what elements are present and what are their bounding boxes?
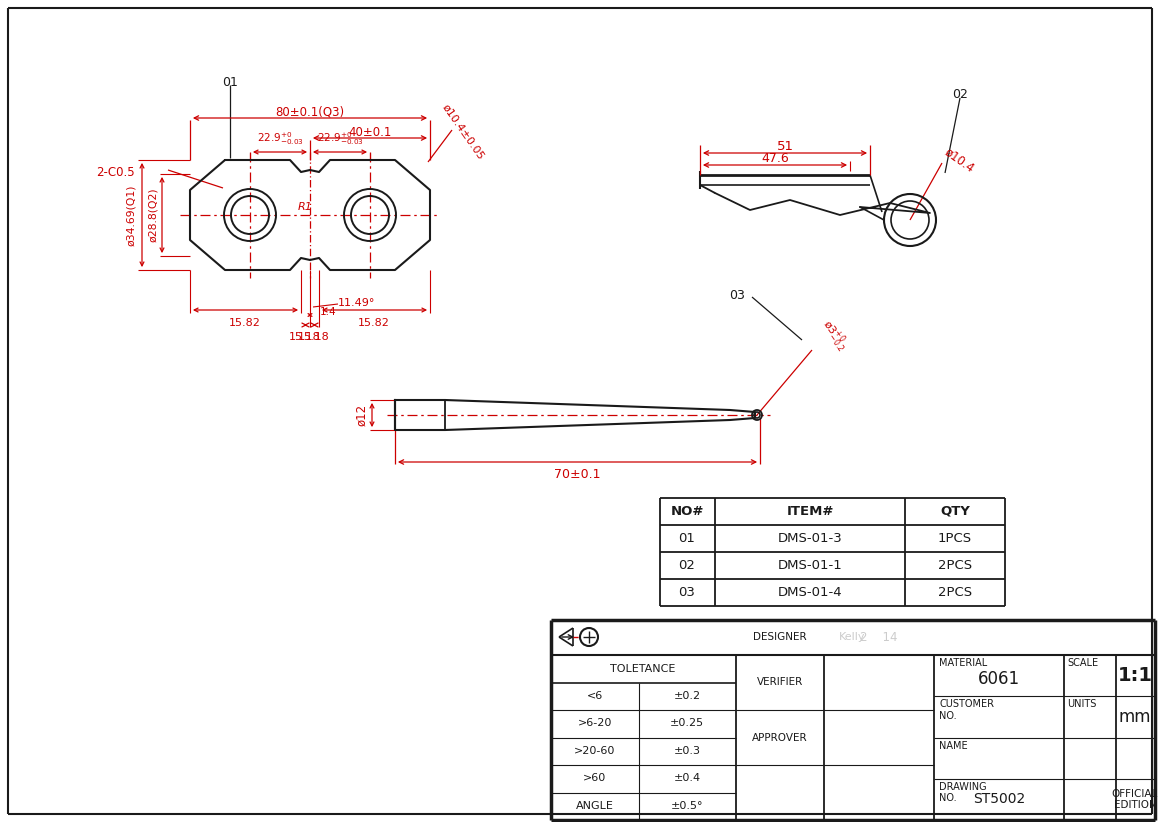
Text: TOLETANCE: TOLETANCE [610,664,675,674]
Text: DRAWING
NO.: DRAWING NO. [938,782,987,803]
Text: SCALE: SCALE [1067,658,1099,668]
Text: 03: 03 [679,585,696,598]
Text: ±0.3: ±0.3 [674,746,701,755]
Text: Kelly: Kelly [839,632,865,642]
Text: ±0.25: ±0.25 [670,718,704,728]
Text: 03: 03 [730,289,745,302]
Text: mm: mm [1118,708,1151,726]
Text: DMS-01-3: DMS-01-3 [777,532,842,544]
Text: 2PCS: 2PCS [938,585,972,598]
Text: >6-20: >6-20 [578,718,612,728]
Text: DESIGNER: DESIGNER [753,632,807,642]
Text: <6: <6 [587,691,603,701]
Text: DMS-01-4: DMS-01-4 [777,585,842,598]
Text: UNITS: UNITS [1067,700,1096,709]
Text: NO#: NO# [670,505,704,518]
Text: 80±0.1(Q3): 80±0.1(Q3) [275,105,345,118]
Text: 01: 01 [222,76,238,89]
Text: 1PCS: 1PCS [938,532,972,544]
Text: ø28.8(Q2): ø28.8(Q2) [148,187,158,242]
Text: 70±0.1: 70±0.1 [553,468,600,481]
Text: ±0.5°: ±0.5° [670,801,703,810]
Text: CUSTOMER
NO.: CUSTOMER NO. [938,700,994,721]
Text: APPROVER: APPROVER [752,732,807,742]
Text: 2-C0.5: 2-C0.5 [96,165,135,178]
Text: 47.6: 47.6 [761,153,789,165]
Text: 6061: 6061 [978,670,1020,688]
Text: ø10.4±0.05: ø10.4±0.05 [440,102,486,162]
Text: ANGLE: ANGLE [577,801,614,810]
Text: ±0.4: ±0.4 [674,774,701,783]
Text: 01: 01 [679,532,696,544]
Text: 15.82: 15.82 [229,318,261,328]
Text: 22.9$^{+0}_{-0.03}$: 22.9$^{+0}_{-0.03}$ [256,130,304,147]
Text: 2PCS: 2PCS [938,558,972,571]
Text: 2    14: 2 14 [861,630,898,644]
Text: ST5002: ST5002 [973,792,1025,806]
Text: ITEM#: ITEM# [786,505,834,518]
Text: R1: R1 [298,202,312,212]
Text: 02: 02 [679,558,696,571]
Text: MATERIAL: MATERIAL [938,658,987,668]
Text: DMS-01-1: DMS-01-1 [777,558,842,571]
Text: >60: >60 [583,774,607,783]
Text: 15.82: 15.82 [358,318,390,328]
Text: >20-60: >20-60 [574,746,616,755]
Text: 51: 51 [776,141,793,154]
Text: QTY: QTY [940,505,970,518]
Text: VERIFIER: VERIFIER [756,677,803,687]
Text: ø10.4: ø10.4 [942,145,977,175]
Text: 22.9$^{+0}_{-0.03}$: 22.9$^{+0}_{-0.03}$ [317,130,363,147]
Text: ø3$^{+0}_{-0.2}$: ø3$^{+0}_{-0.2}$ [817,316,853,354]
Text: 11.49°: 11.49° [338,298,376,308]
Text: NAME: NAME [938,741,967,750]
Text: OFFICIAL
EDITION: OFFICIAL EDITION [1112,788,1158,810]
Text: ø34.69(Q1): ø34.69(Q1) [126,184,136,246]
Text: ±0.2: ±0.2 [674,691,701,701]
Text: 40±0.1: 40±0.1 [348,126,392,138]
Text: 15.18: 15.18 [298,332,329,342]
Text: 02: 02 [952,89,967,101]
Text: 15.18: 15.18 [289,332,321,342]
Text: 1.4: 1.4 [320,307,336,317]
Text: 1:1: 1:1 [1117,666,1153,685]
Text: ø12: ø12 [355,404,368,426]
